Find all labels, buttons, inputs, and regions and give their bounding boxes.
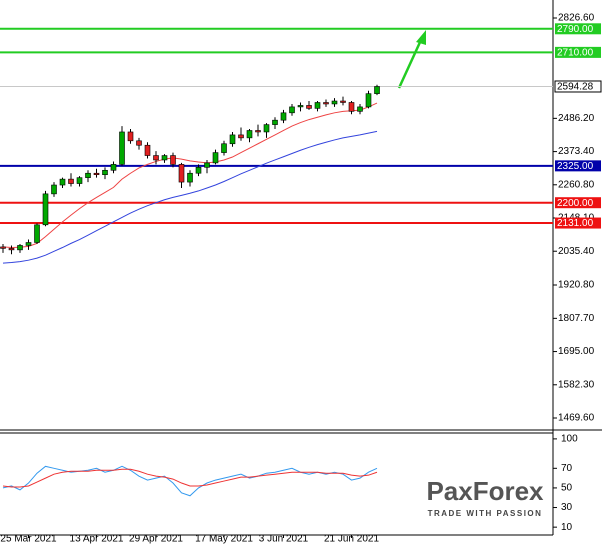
candle-body	[340, 100, 346, 103]
osc-y-tick-label: 70	[561, 463, 573, 474]
last-price-label: 2594.28	[557, 82, 594, 93]
y-tick-label: 1807.70	[558, 313, 595, 324]
candle-body	[76, 177, 83, 184]
x-tick-label: 13 Apr 2021	[70, 534, 124, 545]
candle-body	[93, 172, 100, 176]
candle-body	[144, 144, 151, 156]
candle-body	[357, 106, 363, 112]
level-label-box	[555, 46, 601, 58]
candle-body	[289, 106, 295, 114]
candle-body	[8, 248, 15, 251]
x-tick-label: 3 Jun 2021	[259, 534, 309, 545]
candle-body	[229, 134, 236, 145]
y-tick-label: 1582.30	[558, 379, 595, 390]
moving-average	[2, 130, 378, 264]
candle-body	[161, 155, 168, 161]
candle-body	[0, 246, 6, 249]
candle-body	[246, 130, 253, 139]
candle-body	[17, 245, 23, 251]
osc-y-tick-label: 50	[561, 483, 573, 494]
brand-logo: PaxForex	[426, 476, 544, 506]
y-tick-label: 2035.40	[558, 246, 595, 257]
y-tick-label: 1469.60	[558, 413, 595, 424]
level-label: 2200.00	[557, 198, 594, 209]
candle-body	[68, 178, 74, 184]
candle-body	[187, 172, 193, 183]
level-label: 2131.00	[557, 218, 594, 229]
oscillator-line	[2, 468, 378, 488]
level-label: 2710.00	[557, 48, 594, 59]
candle-body	[178, 164, 185, 183]
candle-body	[34, 224, 40, 243]
candle-body	[314, 102, 321, 109]
level-label-box	[555, 217, 601, 229]
candle-body	[119, 131, 125, 165]
level-label: 2790.00	[557, 24, 594, 35]
candle-body	[153, 155, 159, 161]
y-tick-label: 2373.40	[558, 146, 595, 157]
x-tick-label: 21 Jun 2021	[324, 534, 379, 545]
x-tick-label: 17 May 2021	[195, 534, 253, 545]
candle-body	[127, 131, 134, 142]
moving-average	[2, 102, 378, 249]
candle-body	[238, 134, 244, 139]
osc-y-tick-label: 10	[561, 522, 573, 533]
candle-body	[102, 169, 108, 176]
candle-body	[136, 140, 142, 146]
candle-body	[204, 162, 210, 168]
y-tick-label: 1920.80	[558, 280, 595, 291]
candle-body	[110, 164, 117, 171]
level-label-box	[555, 197, 601, 209]
candle-body	[85, 172, 91, 178]
y-tick-label: 2486.20	[558, 113, 595, 124]
brand-tagline: TRADE WITH PASSION	[428, 509, 543, 518]
level-label-box	[555, 23, 601, 35]
level-label-box	[555, 160, 601, 172]
y-tick-label: 1695.00	[558, 346, 595, 357]
osc-y-tick-label: 100	[561, 434, 578, 445]
candle-body	[42, 193, 49, 226]
candle-body	[280, 112, 287, 121]
candle-body	[25, 242, 32, 246]
candle-body	[297, 105, 304, 108]
level-label: 2325.00	[557, 161, 594, 172]
candle-body	[331, 100, 338, 105]
candle-body	[221, 143, 227, 153]
candle-body	[374, 86, 380, 94]
x-tick-label: 25 Mar 2021	[0, 534, 57, 545]
candle-body	[195, 167, 202, 174]
x-tick-label: 29 Apr 2021	[129, 534, 183, 545]
osc-y-tick-label: 30	[561, 502, 573, 513]
candle-body	[323, 102, 329, 105]
candle-body	[263, 124, 270, 133]
candle-body	[255, 130, 261, 133]
y-tick-label: 2260.80	[558, 179, 595, 190]
candle-body	[348, 102, 355, 112]
candle-body	[272, 119, 278, 125]
candle-body	[51, 184, 57, 195]
trend-arrow	[397, 30, 426, 89]
y-tick-label: 2826.60	[558, 13, 595, 24]
candle-body	[306, 105, 312, 109]
candle-body	[59, 178, 66, 186]
candle-body	[170, 155, 176, 165]
candle-body	[365, 93, 372, 108]
last-price-box	[554, 80, 602, 93]
candle-body	[212, 152, 219, 164]
oscillator-line	[2, 465, 378, 497]
